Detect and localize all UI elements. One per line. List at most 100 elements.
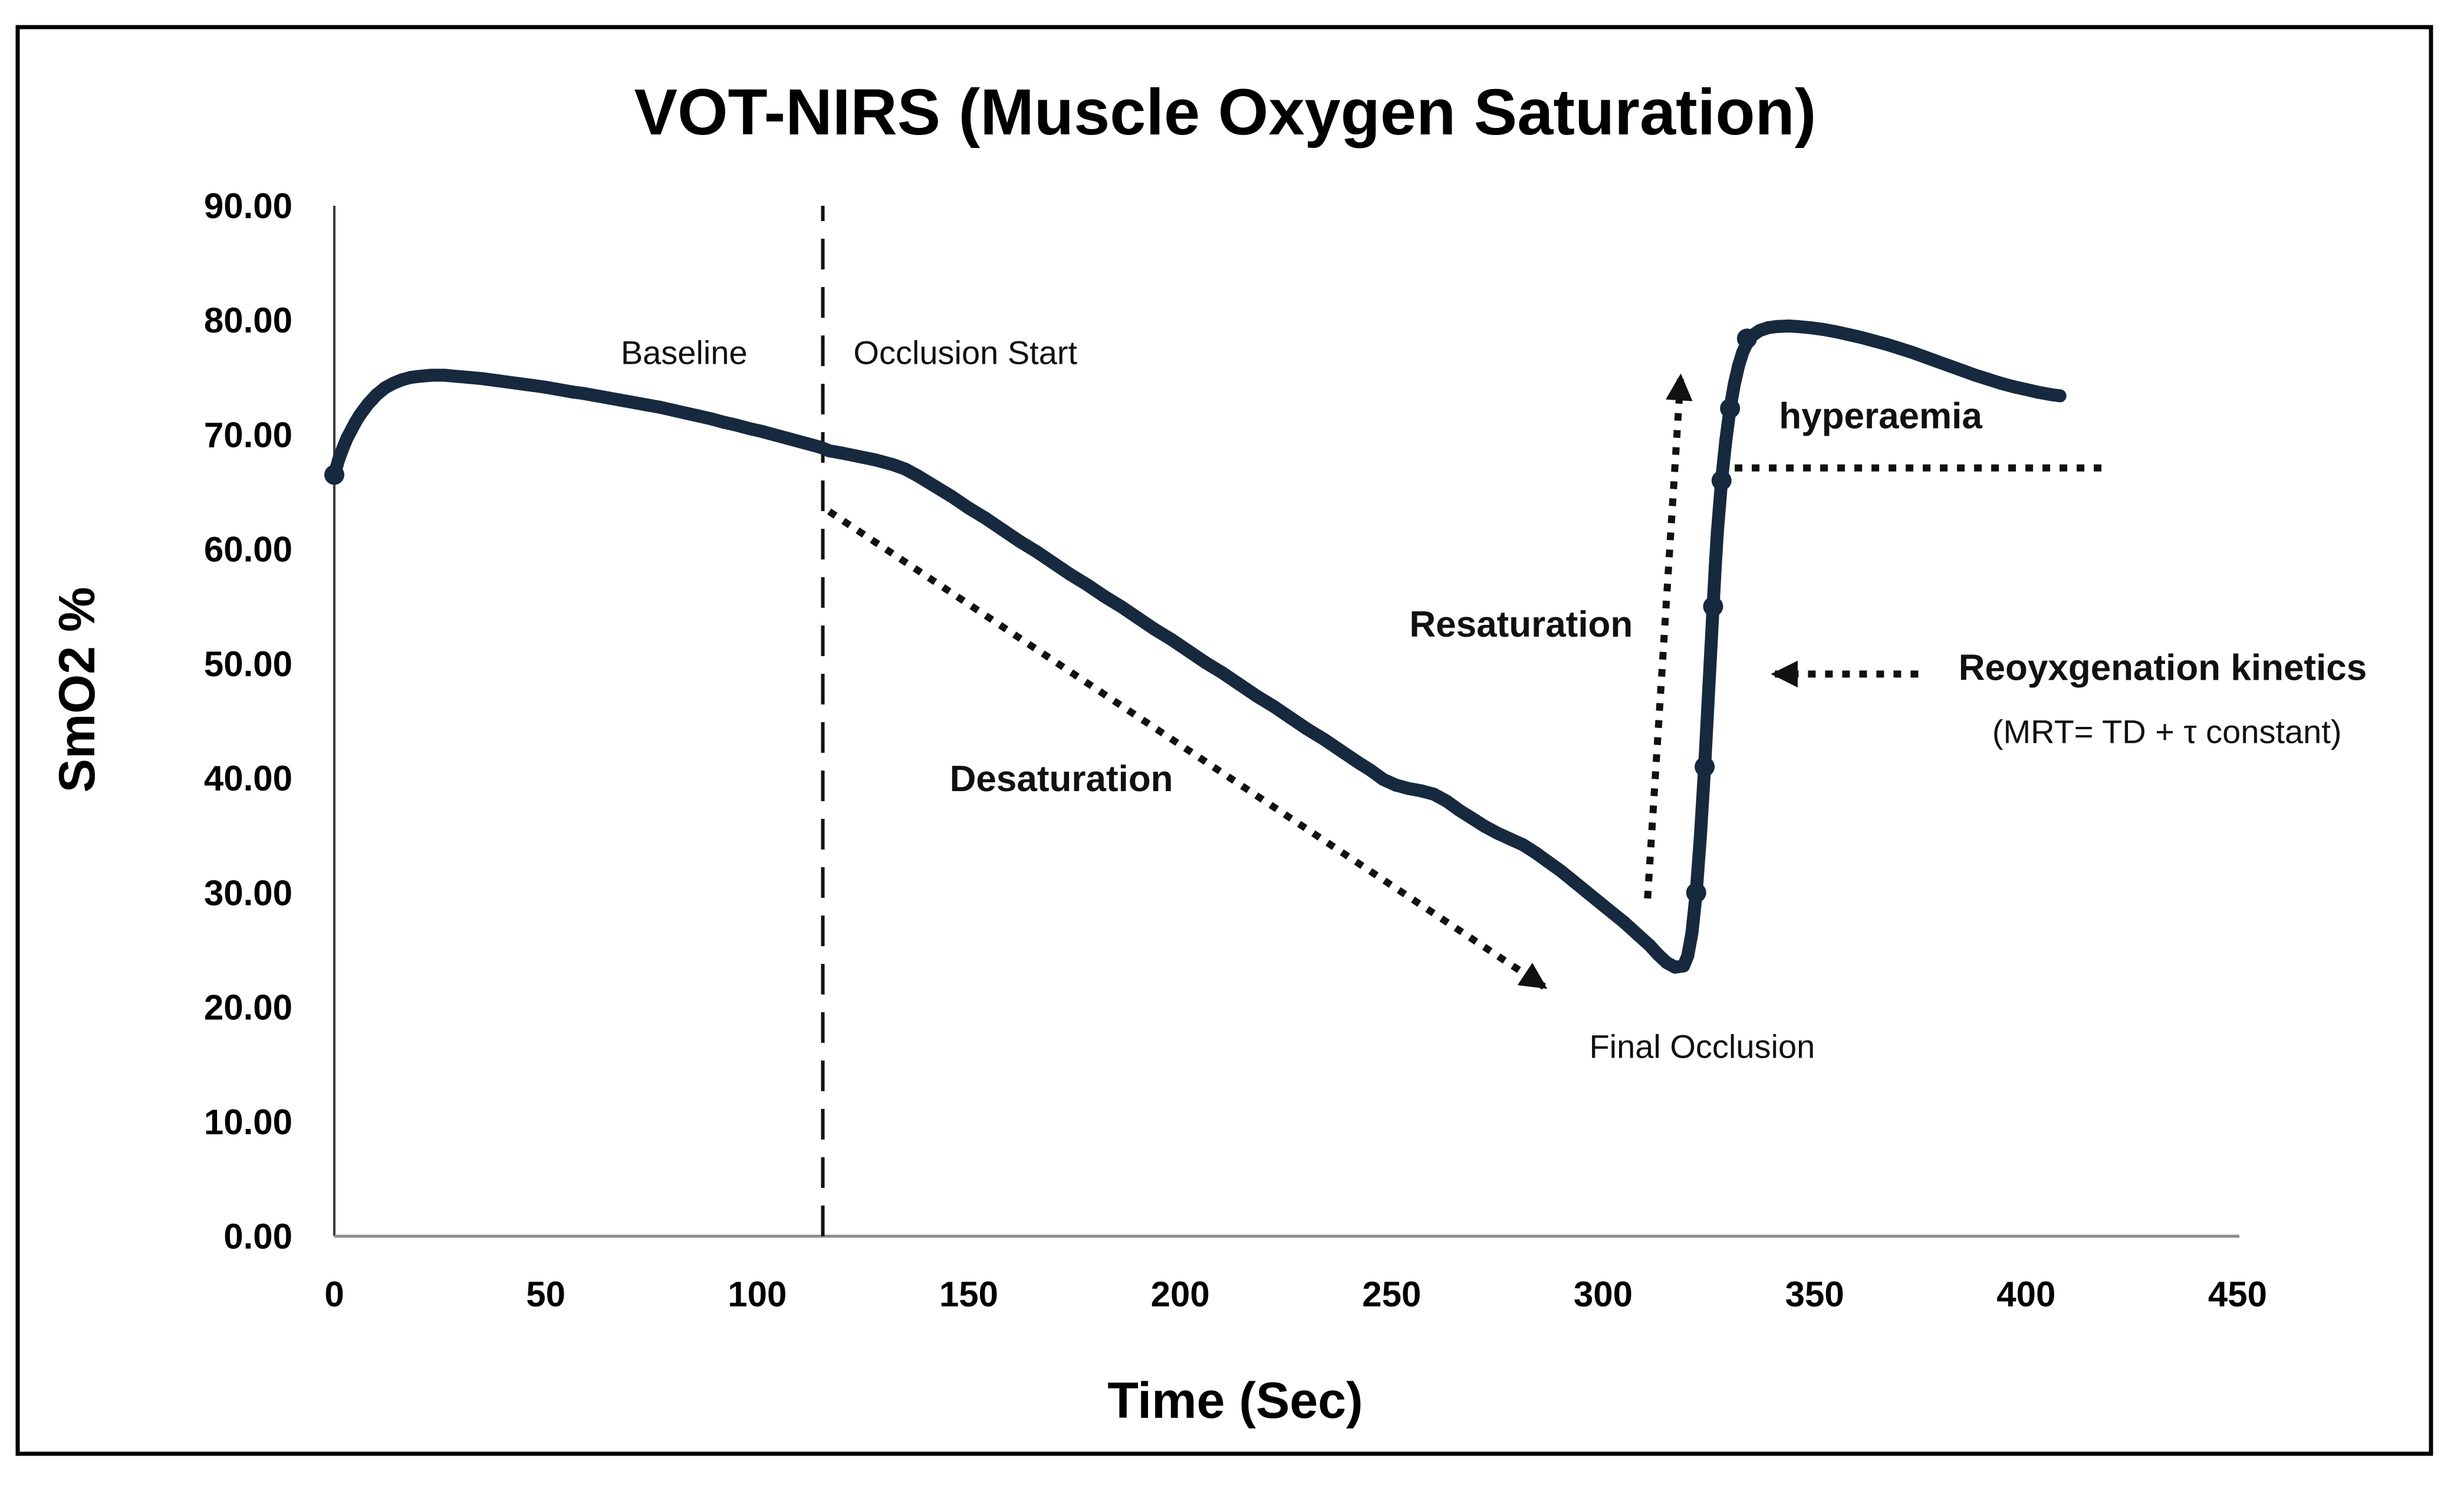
smo2-data-point <box>2053 389 2067 403</box>
figure-frame <box>15 25 2433 1456</box>
smo2-data-point <box>1702 680 1716 693</box>
smo2-data-point <box>679 406 692 420</box>
smo2-data-point <box>768 428 781 442</box>
smo2-data-point <box>1770 320 1784 333</box>
smo2-data-point <box>823 444 836 457</box>
x-tick-label: 450 <box>2208 1275 2267 1314</box>
smo2-data-point <box>1893 341 1906 355</box>
y-tick-label: 30.00 <box>204 873 292 913</box>
smo2-data-point <box>704 412 718 426</box>
smo2-data-point <box>332 453 346 467</box>
smo2-data-point <box>336 442 350 455</box>
resaturation-label: Resaturation <box>1409 604 1633 645</box>
smo2-marker-dot <box>324 465 344 485</box>
desaturation-trend-arrow <box>827 508 1548 990</box>
smo2-data-point <box>501 376 515 389</box>
smo2-data-point <box>1516 838 1529 851</box>
smo2-data-point <box>996 523 1009 536</box>
x-tick-label: 400 <box>1996 1275 2055 1314</box>
x-tick-label: 150 <box>939 1275 998 1314</box>
smo2-marker-dot <box>1703 596 1723 617</box>
smo2-data-point <box>2006 380 2020 393</box>
smo2-data-point <box>425 368 438 382</box>
smo2-data-point <box>1504 832 1517 846</box>
smo2-data-point <box>527 378 540 392</box>
smo2-data-point <box>437 368 451 382</box>
smo2-data-point <box>1554 864 1568 878</box>
smo2-marker-dot <box>1711 470 1732 491</box>
y-tick-labels: 90.00 80.00 70.00 60.00 50.00 40.00 30.00 20.00… <box>204 186 292 1256</box>
y-tick-label: 90.00 <box>204 186 292 226</box>
smo2-data-point <box>1013 535 1027 548</box>
smo2-data-point <box>1956 364 1969 377</box>
smo2-data-point <box>1854 331 1868 344</box>
x-axis-title: Time (Sec) <box>1107 1372 1363 1429</box>
smo2-data-point <box>1478 819 1492 833</box>
smo2-data-point <box>564 385 578 399</box>
y-tick-label: 60.00 <box>204 530 292 569</box>
smo2-data-point <box>1131 611 1144 625</box>
y-tick-label: 50.00 <box>204 644 292 684</box>
smo2-data-point <box>1199 656 1212 669</box>
smo2-data-point <box>979 512 992 525</box>
smo2-data-point <box>1605 906 1618 919</box>
y-axis-title: SmO2 % <box>49 587 106 793</box>
smo2-data-point <box>539 380 552 394</box>
smo2-marker-dot <box>1720 398 1741 419</box>
smo2-marker-dot <box>1686 883 1706 903</box>
smo2-data-point <box>590 389 603 403</box>
smo2-data-point <box>899 462 912 476</box>
smo2-data-point <box>1216 666 1229 680</box>
y-tick-label: 80.00 <box>204 301 292 340</box>
x-tick-label: 100 <box>728 1275 787 1314</box>
smo2-data-point <box>2019 383 2033 396</box>
reference-lines <box>821 206 2103 1236</box>
smo2-data-point <box>1114 600 1128 613</box>
smo2-data-point <box>1377 773 1390 786</box>
smo2-data-point <box>1829 325 1843 338</box>
smo2-data-point <box>450 370 463 383</box>
smo2-data-point <box>1389 778 1403 792</box>
smo2-data-point <box>1685 926 1699 940</box>
smo2-data-point <box>1804 321 1817 334</box>
smo2-data-point <box>1080 578 1094 591</box>
y-tick-label: 40.00 <box>204 759 292 798</box>
smo2-data-point <box>1681 949 1695 963</box>
x-tick-label: 50 <box>526 1275 565 1314</box>
smo2-data-point <box>928 479 942 493</box>
smo2-data-point <box>514 377 527 390</box>
smo2-data-point <box>1148 623 1162 636</box>
smo2-data-point <box>1981 373 1995 386</box>
smo2-data-point <box>412 370 426 383</box>
series-smo2 <box>324 320 2067 974</box>
x-tick-label: 300 <box>1574 1275 1633 1314</box>
smo2-data-point <box>1728 378 1741 391</box>
smo2-data-point <box>1491 827 1504 840</box>
chart-title: VOT-NIRS (Muscle Oxygen Saturation) <box>634 76 1817 149</box>
smo2-data-point <box>640 399 654 411</box>
smo2-data-point <box>1541 855 1555 868</box>
smo2-data-point <box>1529 846 1542 860</box>
smo2-marker-dot <box>1736 328 1757 349</box>
smo2-data-point <box>755 424 768 438</box>
smo2-data-point <box>1567 874 1580 888</box>
smo2-data-point <box>852 450 866 463</box>
occlusion-start-label: Occlusion Start <box>853 334 1077 371</box>
y-tick-label: 20.00 <box>204 988 292 1028</box>
smo2-data-point <box>463 371 476 384</box>
smo2-data-point <box>1334 744 1348 758</box>
smo2-data-point <box>1064 568 1077 581</box>
smo2-marker-dot <box>1695 756 1715 777</box>
smo2-data-point <box>1677 959 1690 973</box>
smo2-data-point <box>1842 328 1855 341</box>
smo2-data-point <box>1097 590 1111 603</box>
smo2-data-point <box>1694 829 1707 842</box>
smo2-data-point <box>1710 525 1724 539</box>
mrt-formula-label: (MRT= TD + τ constant) <box>1992 713 2342 750</box>
smo2-data-point <box>577 387 591 400</box>
smo2-data-point <box>1414 784 1428 798</box>
smo2-data-point <box>1284 711 1297 725</box>
smo2-data-point <box>1817 322 1830 336</box>
smo2-data-point <box>615 394 629 407</box>
